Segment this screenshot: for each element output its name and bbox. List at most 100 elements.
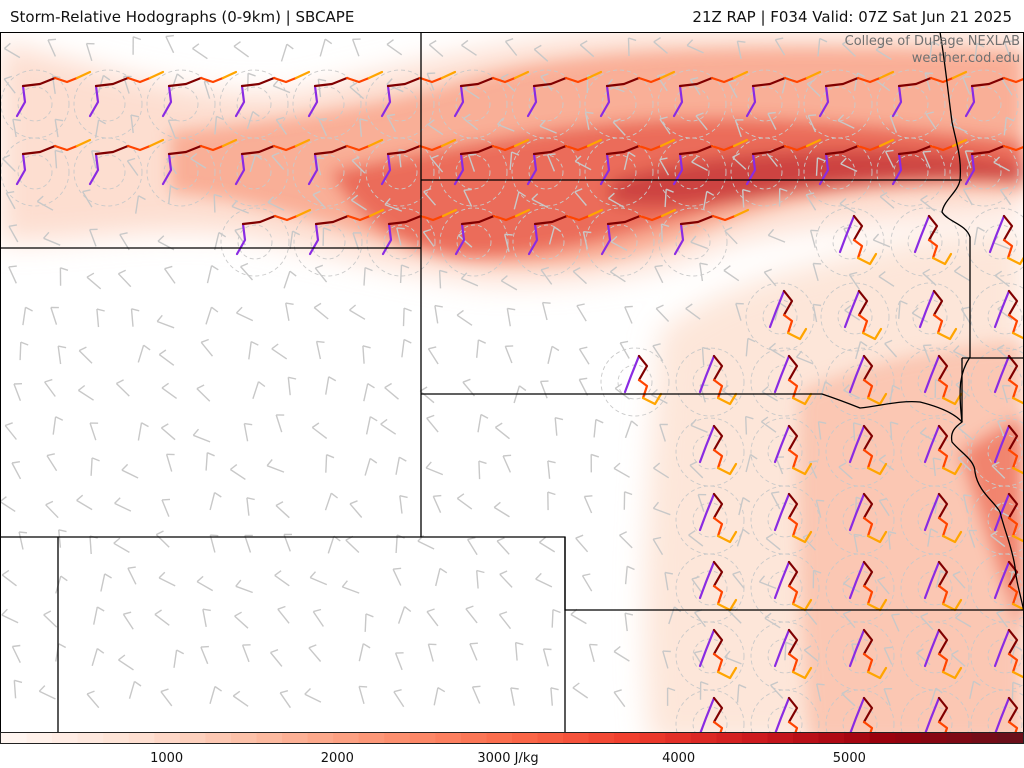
wind-barb	[579, 40, 595, 58]
wind-barb	[570, 608, 587, 625]
colorbar-segment	[384, 733, 411, 743]
wind-barb	[690, 235, 708, 250]
wind-barb	[916, 648, 931, 666]
wind-barb	[137, 422, 149, 441]
wind-barb	[578, 377, 589, 396]
hodograph-segment	[88, 152, 100, 186]
wind-barb	[399, 264, 410, 284]
wind-barb	[167, 119, 177, 138]
wind-barb	[161, 498, 171, 517]
wind-barb	[425, 461, 444, 476]
wind-barb	[235, 306, 254, 322]
hodograph-segment	[1002, 214, 1014, 242]
wind-barb	[13, 383, 23, 402]
wind-barb	[57, 345, 67, 365]
hodograph-segment	[637, 144, 663, 152]
hodograph-segment	[848, 628, 866, 668]
map-canvas[interactable]	[0, 32, 1024, 743]
hodograph-segment	[878, 70, 895, 80]
wind-barb	[384, 197, 403, 212]
wind-barb	[349, 500, 363, 518]
wind-barb	[154, 609, 170, 626]
wind-barb	[927, 528, 939, 547]
wind-barb	[736, 40, 746, 59]
hodograph-segment	[441, 208, 458, 218]
hodograph-segment	[866, 530, 888, 544]
cape-southeast-core	[960, 417, 1024, 632]
wind-barb	[46, 453, 58, 472]
hodograph-segment	[698, 492, 716, 532]
wind-barb	[1003, 116, 1014, 136]
wind-barb	[392, 567, 402, 586]
hodograph	[891, 70, 968, 118]
wind-barb	[999, 187, 1012, 206]
wind-barb	[426, 608, 439, 627]
range-ring	[439, 207, 509, 277]
wind-barb	[19, 341, 29, 361]
wind-barb	[402, 307, 412, 327]
wind-barb	[962, 494, 972, 513]
hodograph-segment	[732, 70, 749, 80]
wind-barb	[358, 685, 368, 704]
wind-barb	[806, 79, 821, 97]
hodograph-segment	[787, 652, 799, 674]
wind-barb	[438, 269, 448, 289]
hodograph-segment	[605, 76, 641, 88]
hodograph-segment	[75, 70, 92, 80]
wind-barb	[610, 235, 628, 252]
hodograph-segment	[1007, 448, 1019, 470]
wind-barb	[504, 38, 518, 56]
colorbar-segment	[128, 733, 155, 743]
hodograph-segment	[1007, 378, 1019, 400]
hodograph	[672, 70, 749, 118]
hodograph-segment	[532, 144, 568, 156]
colorbar-segment	[205, 733, 232, 743]
wind-barb	[842, 610, 856, 629]
hodograph-segment	[453, 152, 465, 186]
wind-barb	[156, 314, 175, 329]
wind-barb	[691, 155, 708, 172]
colorbar-segment	[358, 733, 385, 743]
hodograph-segment	[1007, 424, 1019, 452]
wind-barb	[77, 384, 94, 401]
hodograph	[923, 560, 963, 612]
wind-barb	[497, 117, 515, 132]
wind-barb	[130, 308, 140, 327]
wind-barb	[613, 645, 630, 662]
wind-barb	[653, 37, 668, 54]
colorbar-segment	[26, 733, 53, 743]
wind-barb	[135, 195, 146, 214]
hodograph-segment	[862, 628, 874, 656]
wind-barb	[955, 612, 972, 628]
hodograph-segment	[751, 76, 787, 88]
hodograph-segment	[923, 354, 941, 394]
wind-barb	[266, 459, 285, 473]
hodograph-segment	[126, 76, 152, 84]
hodograph-segment	[345, 76, 371, 84]
hodograph-segment	[732, 138, 749, 148]
wind-barb	[50, 306, 59, 325]
hodograph-segment	[712, 584, 724, 606]
range-ring	[803, 69, 873, 139]
wind-barb	[506, 307, 516, 327]
hodograph-segment	[161, 84, 173, 118]
hodograph-segment	[272, 144, 298, 152]
wind-barb	[742, 188, 751, 208]
hodograph-segment	[88, 84, 100, 118]
hodograph-segment	[848, 424, 866, 464]
wind-barb	[433, 686, 446, 706]
wind-barb	[456, 493, 473, 510]
hodograph-segment	[773, 354, 791, 394]
wind-barb	[889, 384, 901, 404]
hodograph	[527, 208, 604, 256]
wind-barb	[117, 269, 132, 288]
wind-barb	[974, 42, 985, 62]
wind-barb	[499, 570, 513, 588]
hodograph-segment	[1007, 516, 1019, 538]
wind-barb	[541, 301, 551, 321]
hodograph-segment	[53, 76, 79, 84]
range-ring	[803, 137, 873, 207]
hodograph-segment	[937, 354, 949, 382]
wind-barb	[209, 492, 222, 511]
wind-barb	[401, 338, 412, 358]
